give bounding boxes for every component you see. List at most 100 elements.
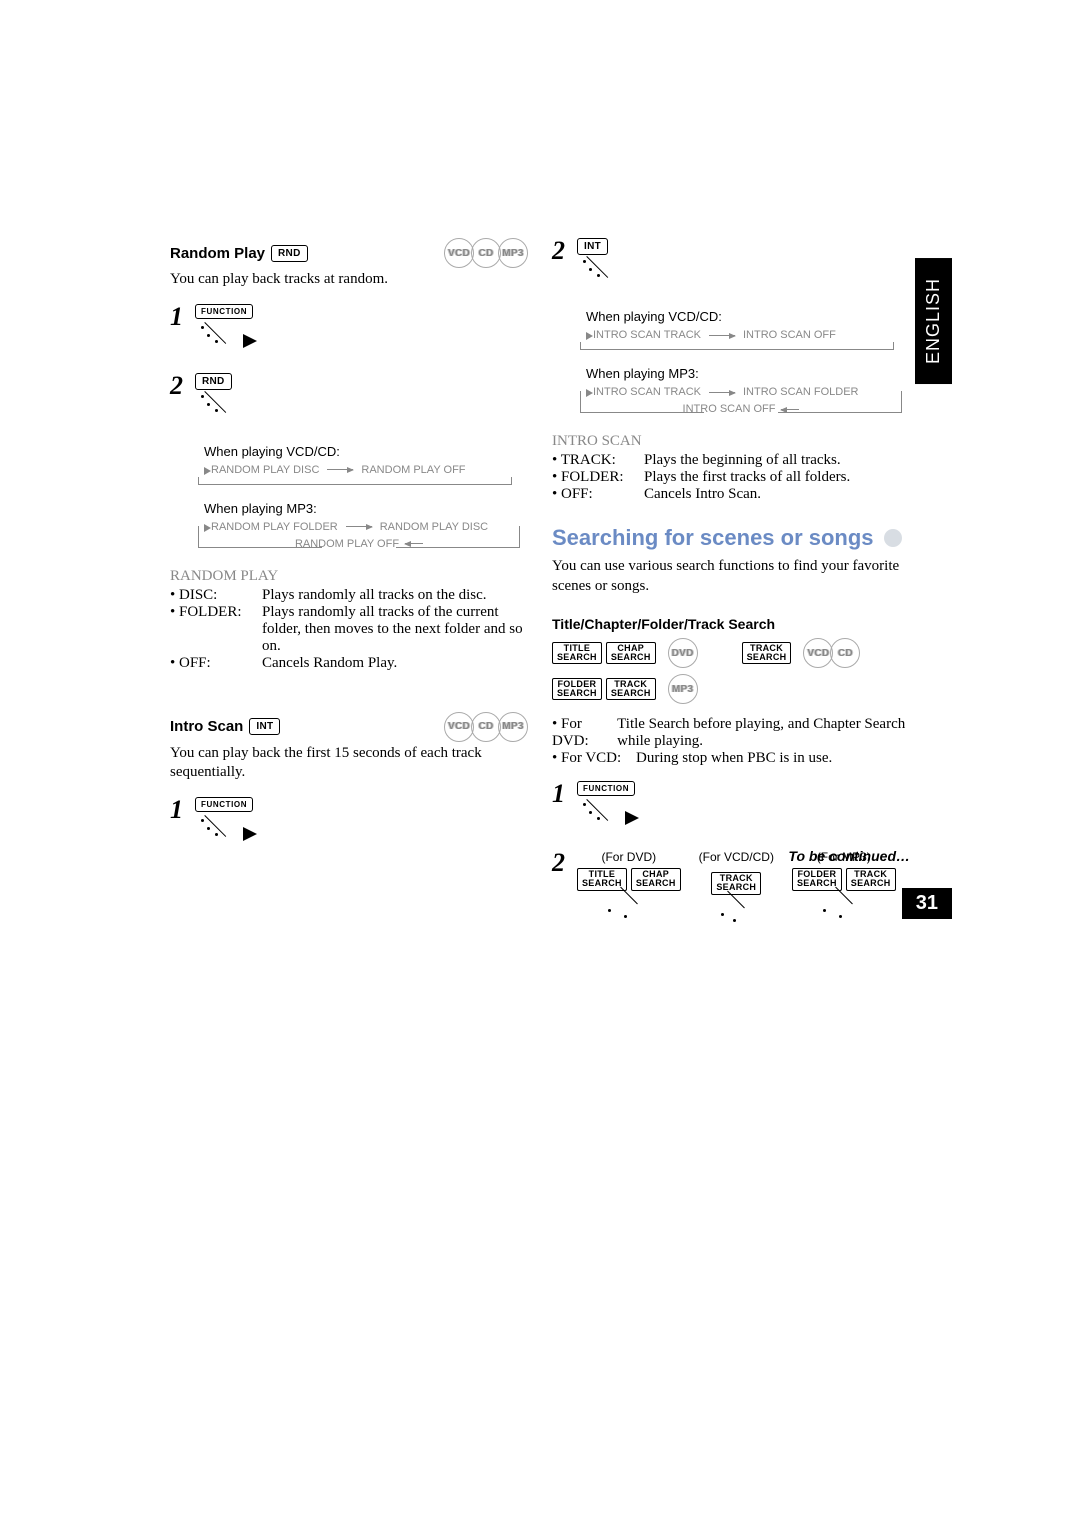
- step-number: 2: [552, 238, 565, 264]
- def-key: • OFF:: [552, 486, 644, 503]
- int-button-icon: INT: [577, 238, 608, 255]
- columns: Random Play RND VCD CD MP3 You can play …: [170, 238, 910, 929]
- track-search-icon: TRACKSEARCH: [711, 872, 761, 895]
- step-number: 2: [170, 373, 183, 399]
- mp3-disc-icon: MP3: [498, 238, 528, 268]
- page-number: 31: [902, 888, 952, 919]
- note-key: • For DVD:: [552, 716, 617, 750]
- disc-icons: VCD CD MP3: [444, 238, 528, 268]
- function-button-icon: FUNCTION: [195, 797, 253, 812]
- def-val: Cancels Random Play.: [262, 655, 528, 672]
- searching-title: Searching for scenes or songs: [552, 525, 874, 551]
- random-play-defs: RANDOM PLAY • DISC:Plays randomly all tr…: [170, 568, 528, 672]
- track-search-icon: TRACKSEARCH: [606, 678, 656, 701]
- track-search-icon: TRACKSEARCH: [846, 868, 896, 891]
- rnd-vcd-flow: RANDOM PLAY DISC RANDOM PLAY OFF: [204, 463, 514, 485]
- language-tab: ENGLISH: [915, 258, 952, 384]
- rnd-step-2: 2 RND: [170, 373, 528, 428]
- title-search-icon: TITLESEARCH: [552, 642, 602, 665]
- to-be-continued: To be continued…: [788, 848, 910, 864]
- vcd-disc-icon: VCD: [803, 638, 833, 668]
- intro-scan-defs: INTRO SCAN • TRACK:Plays the beginning o…: [552, 433, 910, 503]
- def-val: Plays randomly all tracks on the disc.: [262, 587, 528, 604]
- arrow-right-icon: [346, 526, 372, 527]
- mp3-disc-icon: MP3: [668, 674, 698, 704]
- search-sub: Title/Chapter/Folder/Track Search: [552, 616, 910, 632]
- def-val: Cancels Intro Scan.: [644, 486, 910, 503]
- def-key: • FOLDER:: [170, 604, 262, 655]
- int-step-2: 2 INT: [552, 238, 910, 293]
- intro-scan-title: Intro Scan: [170, 718, 243, 735]
- note-val: Title Search before playing, and Chapter…: [617, 716, 910, 750]
- function-button-icon: FUNCTION: [195, 304, 253, 319]
- flow-text: RANDOM PLAY OFF: [361, 464, 465, 476]
- flow-text: INTRO SCAN OFF: [743, 329, 836, 341]
- cd-disc-icon: CD: [471, 238, 501, 268]
- step-number: 1: [170, 797, 183, 823]
- when-mp3-label: When playing MP3:: [204, 501, 528, 516]
- when-vcd-label: When playing VCD/CD:: [204, 444, 528, 459]
- step-number: 1: [170, 304, 183, 330]
- when-mp3-label: When playing MP3:: [586, 366, 910, 381]
- note-key: • For VCD:: [552, 750, 636, 767]
- search-step-1: 1 FUNCTION: [552, 781, 910, 836]
- random-play-desc: You can play back tracks at random.: [170, 270, 528, 290]
- def-val: Plays the first tracks of all folders.: [644, 469, 910, 486]
- int-button-icon: INT: [249, 718, 280, 735]
- search-icons-row: TITLESEARCH CHAPSEARCH DVD TRACKSEARCH V…: [552, 638, 910, 668]
- random-play-heading: Random Play RND VCD CD MP3: [170, 238, 528, 268]
- dvd-disc-icon: DVD: [668, 638, 698, 668]
- rnd-step-1: 1 FUNCTION: [170, 304, 528, 359]
- flow-text: INTRO SCAN TRACK: [593, 329, 701, 341]
- dot-accent-icon: [884, 529, 902, 547]
- rnd-mp3-flow: RANDOM PLAY FOLDER RANDOM PLAY DISC RAND…: [204, 520, 514, 550]
- vcd-disc-icon: VCD: [444, 712, 474, 742]
- def-key: • FOLDER:: [552, 469, 644, 486]
- chap-search-icon: CHAPSEARCH: [606, 642, 656, 665]
- note-val: During stop when PBC is in use.: [636, 750, 832, 767]
- press-int-icon: INT: [577, 238, 657, 293]
- for-dvd-label: (For DVD): [577, 850, 681, 864]
- manual-page: ENGLISH Random Play RND VCD CD MP3 You c…: [0, 0, 1080, 1019]
- int-step-1: 1 FUNCTION: [170, 797, 528, 852]
- defs-heading: RANDOM PLAY: [170, 568, 528, 585]
- function-button-icon: FUNCTION: [577, 781, 635, 796]
- chap-search-icon: CHAPSEARCH: [631, 868, 681, 891]
- rnd-button-icon: RND: [195, 373, 232, 390]
- cd-disc-icon: CD: [830, 638, 860, 668]
- random-play-title: Random Play: [170, 245, 265, 262]
- search-notes: • For DVD:Title Search before playing, a…: [552, 716, 910, 767]
- defs-heading: INTRO SCAN: [552, 433, 910, 450]
- disc-icons: VCD CD MP3: [444, 712, 528, 742]
- def-key: • OFF:: [170, 655, 262, 672]
- int-vcd-flow: INTRO SCAN TRACK INTRO SCAN OFF: [586, 328, 896, 350]
- for-vcd-label: (For VCD/CD): [699, 850, 774, 864]
- step-number: 2: [552, 850, 565, 876]
- press-function-icon: FUNCTION: [195, 797, 275, 852]
- left-column: Random Play RND VCD CD MP3 You can play …: [170, 238, 528, 929]
- def-key: • TRACK:: [552, 452, 644, 469]
- intro-scan-desc: You can play back the first 15 seconds o…: [170, 744, 528, 783]
- when-vcd-label: When playing VCD/CD:: [586, 309, 910, 324]
- arrow-right-icon: [709, 335, 735, 336]
- right-column: 2 INT When playing VCD/CD: INTRO SCAN TR…: [552, 238, 910, 929]
- step-number: 1: [552, 781, 565, 807]
- for-dvd-group: (For DVD) TITLESEARCH CHAPSEARCH: [577, 850, 681, 929]
- vcd-disc-icon: VCD: [444, 238, 474, 268]
- cd-disc-icon: CD: [471, 712, 501, 742]
- rnd-button-icon: RND: [271, 245, 308, 262]
- def-val: Plays the beginning of all tracks.: [644, 452, 910, 469]
- int-mp3-flow: INTRO SCAN TRACK INTRO SCAN FOLDER INTRO…: [586, 385, 896, 415]
- def-val: Plays randomly all tracks of the current…: [262, 604, 528, 655]
- track-search-icon: TRACKSEARCH: [742, 642, 792, 665]
- press-rnd-icon: RND: [195, 373, 275, 428]
- for-vcd-group: (For VCD/CD) TRACKSEARCH: [699, 850, 774, 929]
- press-function-icon: FUNCTION: [577, 781, 657, 836]
- folder-search-icon: FOLDERSEARCH: [552, 678, 602, 701]
- press-function-icon: FUNCTION: [195, 304, 275, 359]
- search-icons-row-2: FOLDERSEARCH TRACKSEARCH MP3: [552, 674, 910, 704]
- searching-desc: You can use various search functions to …: [552, 557, 910, 596]
- mp3-disc-icon: MP3: [498, 712, 528, 742]
- flow-text: RANDOM PLAY DISC: [211, 464, 319, 476]
- arrow-right-icon: [327, 469, 353, 470]
